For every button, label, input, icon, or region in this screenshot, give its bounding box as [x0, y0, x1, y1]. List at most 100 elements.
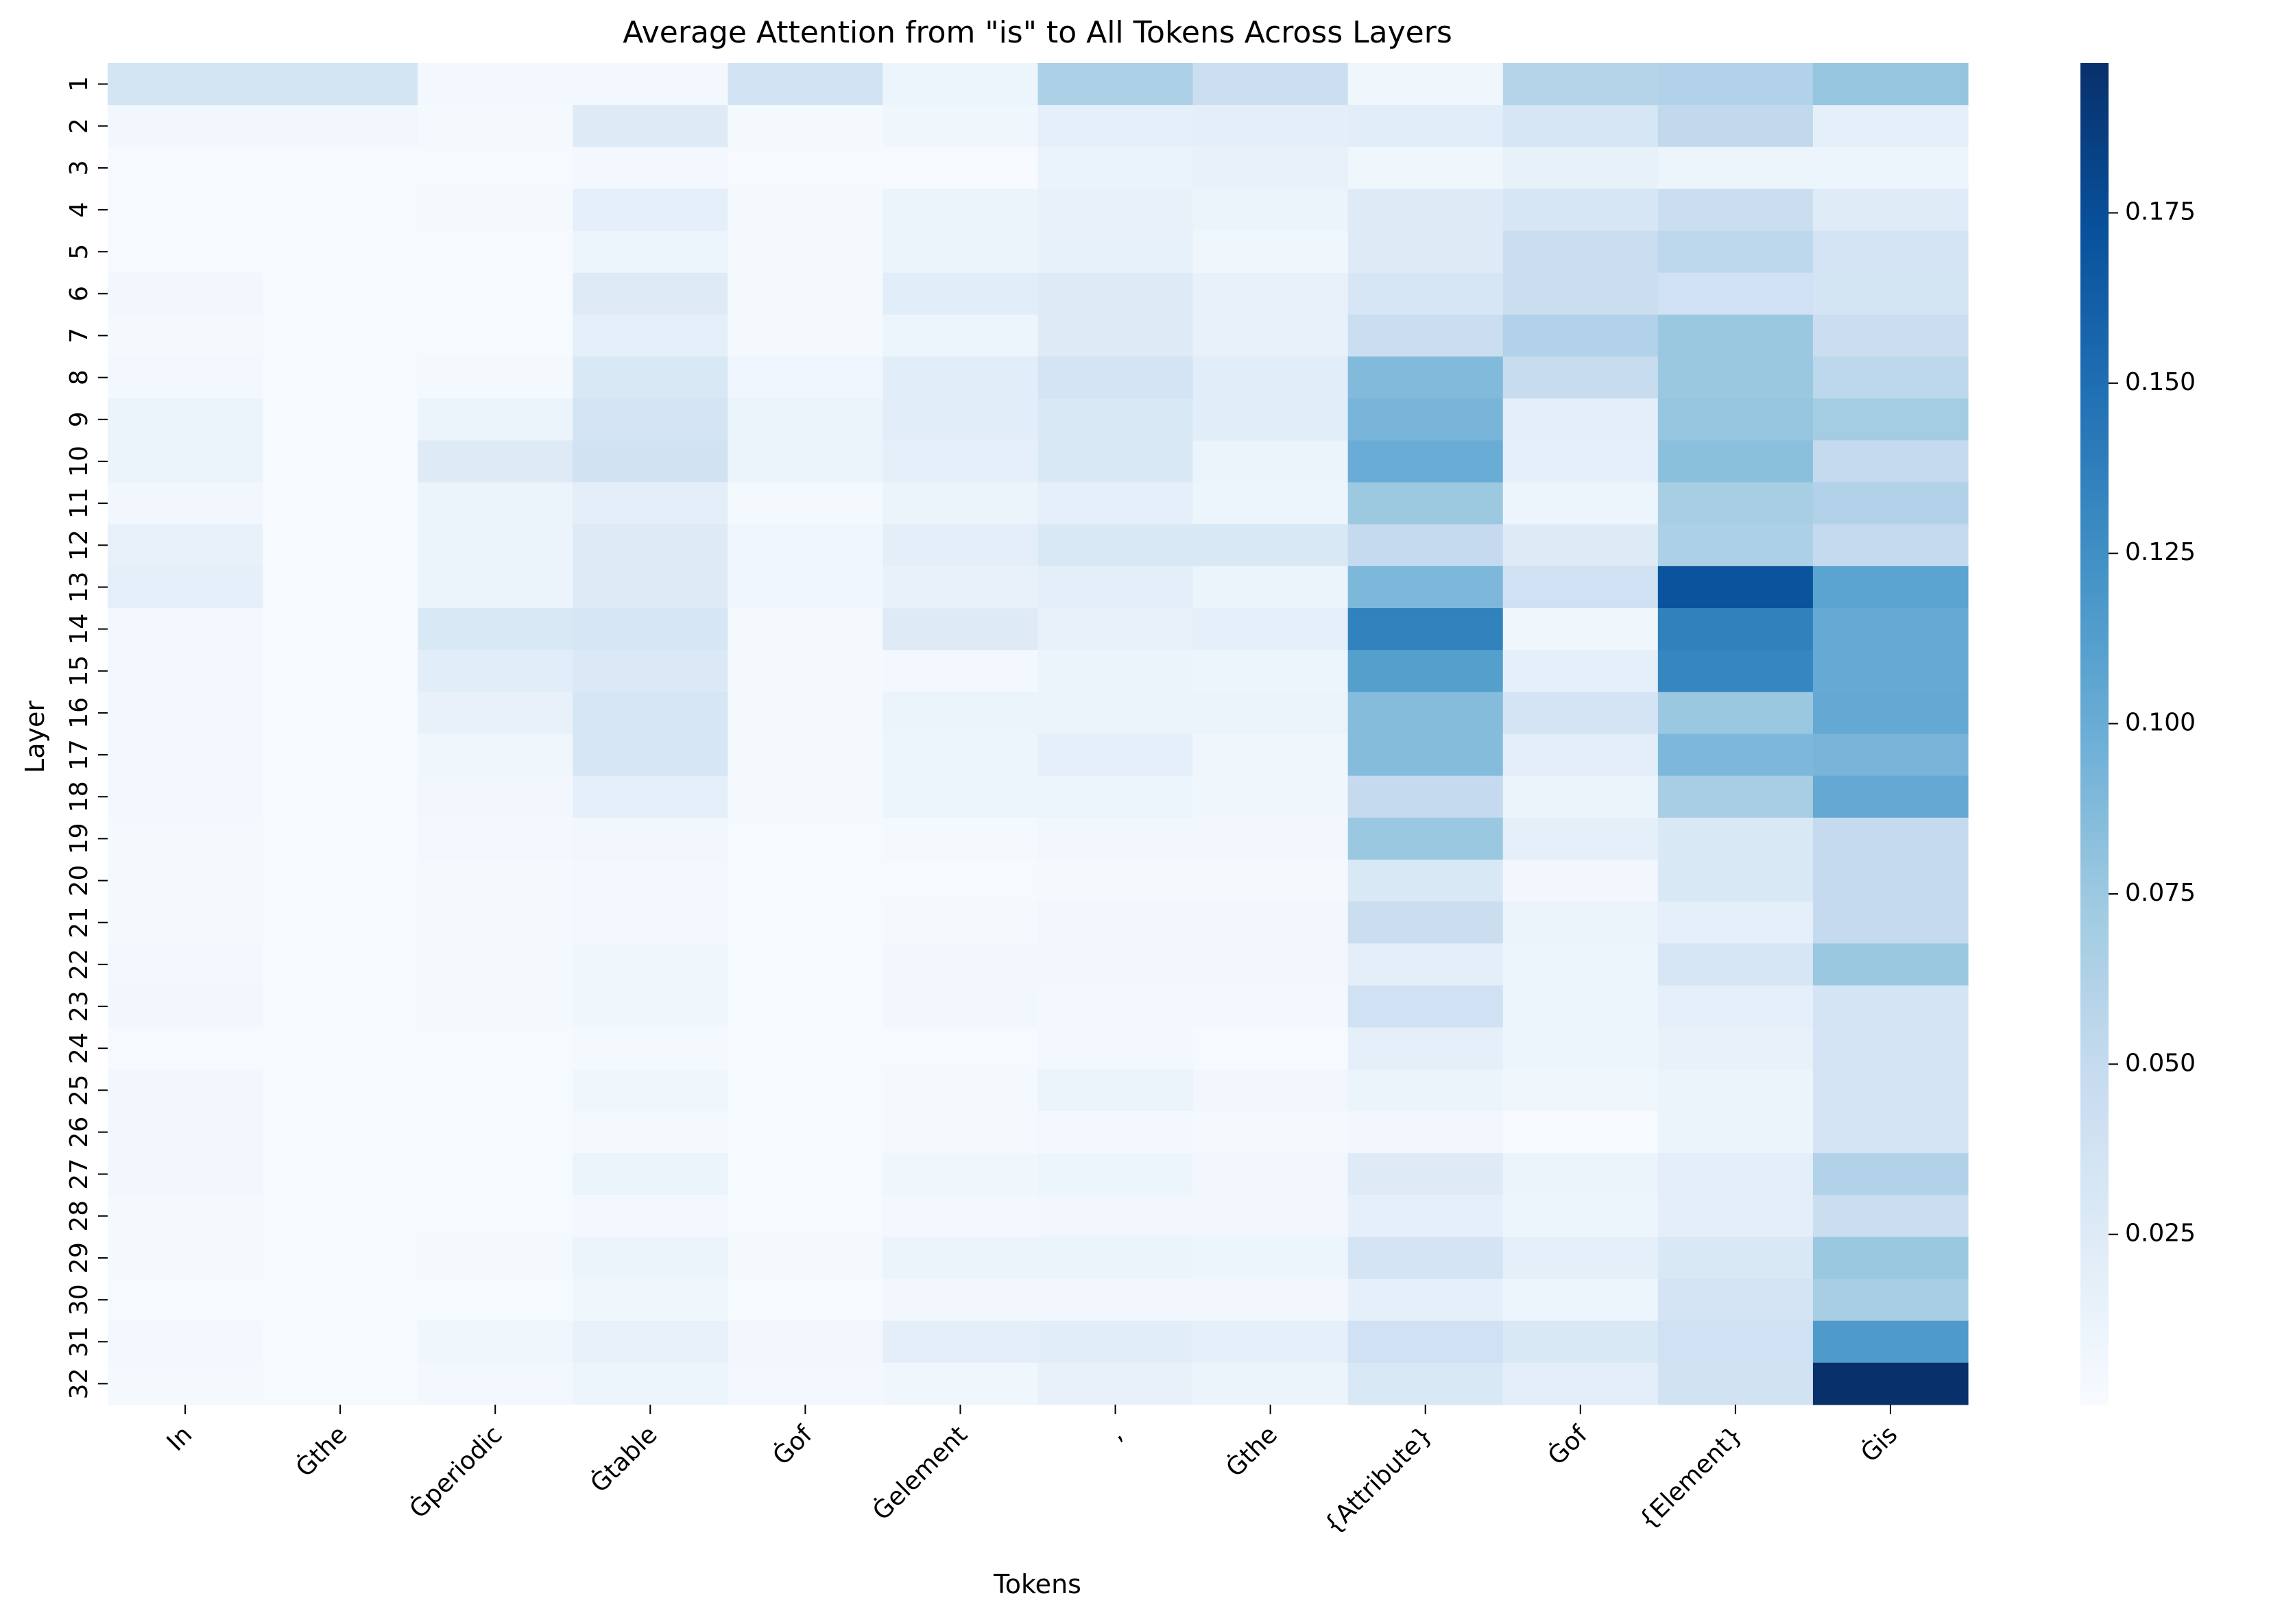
heatmap-cell: [1192, 566, 1349, 609]
heatmap-cell: [1812, 566, 1969, 609]
heatmap-cell: [418, 1111, 573, 1154]
heatmap-cell: [1657, 1069, 1814, 1112]
y-tick-label: 31: [65, 1326, 93, 1357]
colorbar-gradient: [2080, 63, 2109, 1405]
heatmap-cell: [1192, 272, 1349, 315]
heatmap-cell: [108, 1195, 263, 1237]
heatmap-cell: [1347, 356, 1504, 399]
y-tick-label: 29: [65, 1242, 93, 1274]
heatmap-cell: [1037, 692, 1194, 735]
heatmap-cell: [728, 692, 884, 735]
heatmap-cell: [1347, 440, 1504, 483]
heatmap-cell: [1192, 524, 1349, 567]
heatmap-cell: [1037, 440, 1194, 483]
x-axis: In Ġthe Ġperiodic Ġtable Ġof Ġelement, Ġthe {At…: [162, 1405, 1903, 1540]
heatmap-cell: [728, 859, 884, 902]
y-tick-label: 13: [65, 572, 93, 603]
heatmap-cell: [883, 985, 1039, 1028]
heatmap-cell: [573, 147, 728, 190]
heatmap-cell: [1657, 943, 1814, 986]
y-axis: 1234567891011121314151617181920212223242…: [65, 76, 108, 1399]
heatmap-cell: [1192, 230, 1349, 274]
heatmap-cell: [1192, 147, 1349, 190]
heatmap-cell: [1037, 1153, 1194, 1196]
heatmap-cell: [108, 1362, 263, 1405]
y-tick-label: 3: [65, 160, 93, 175]
heatmap-cell: [1502, 901, 1659, 944]
y-tick-label: 24: [65, 1032, 93, 1064]
heatmap-cell: [108, 63, 263, 106]
heatmap-cell: [573, 1362, 728, 1405]
heatmap-cell: [1657, 817, 1814, 860]
heatmap-cell: [728, 1111, 884, 1154]
heatmap-cell: [728, 650, 884, 692]
heatmap-cell: [263, 63, 418, 106]
heatmap-cell: [573, 1111, 728, 1154]
heatmap-cell: [1347, 1195, 1504, 1237]
heatmap-cell: [573, 1237, 728, 1280]
heatmap-cell: [1502, 147, 1659, 190]
heatmap-cell: [108, 1153, 263, 1196]
heatmap-cell: [108, 943, 263, 986]
heatmap-cell: [108, 440, 263, 483]
heatmap-cell: [263, 650, 418, 692]
heatmap-cell: [1347, 1278, 1504, 1322]
heatmap-cell: [108, 608, 263, 651]
heatmap-cell: [1812, 230, 1969, 274]
colorbar-tick-label: 0.150: [2125, 368, 2196, 396]
heatmap-cell: [1037, 1069, 1194, 1112]
heatmap-cell: [728, 901, 884, 944]
x-tick-label: ,: [1103, 1420, 1128, 1446]
heatmap-cell: [1037, 734, 1194, 777]
heatmap-cell: [1037, 230, 1194, 274]
heatmap-cell: [1347, 63, 1504, 106]
heatmap-cell: [1192, 1069, 1349, 1112]
heatmap-cell: [1347, 314, 1504, 357]
heatmap-cell: [1192, 943, 1349, 986]
heatmap-cell: [1502, 608, 1659, 651]
heatmap-cell: [108, 356, 263, 399]
heatmap-cell: [728, 1195, 884, 1237]
heatmap-cell: [1037, 1237, 1194, 1280]
heatmap-cell: [1812, 1320, 1969, 1364]
heatmap-cell: [883, 650, 1039, 692]
heatmap-cell: [263, 859, 418, 902]
heatmap-cell: [1812, 650, 1969, 692]
heatmap-cell: [1037, 1320, 1194, 1364]
heatmap-cell: [1037, 901, 1194, 944]
heatmap-cell: [1502, 524, 1659, 567]
heatmap-cell: [1192, 692, 1349, 735]
heatmap-cell: [1812, 943, 1969, 986]
y-tick-label: 17: [65, 739, 93, 771]
heatmap-cell: [1657, 398, 1814, 441]
heatmap-cell: [108, 1069, 263, 1112]
heatmap-cell: [883, 859, 1039, 902]
heatmap-cell: [1657, 692, 1814, 735]
heatmap-cell: [883, 440, 1039, 483]
heatmap-cell: [883, 1069, 1039, 1112]
heatmap-cell: [1812, 314, 1969, 357]
heatmap-cell: [1812, 482, 1969, 525]
heatmap-cell: [728, 943, 884, 986]
heatmap-cell: [108, 1027, 263, 1070]
heatmap-cell: [263, 1153, 418, 1196]
heatmap-cell: [418, 608, 573, 651]
heatmap-cell: [1502, 105, 1659, 147]
heatmap-cell: [573, 398, 728, 441]
heatmap-cell: [1657, 63, 1814, 106]
heatmap-cell: [1347, 985, 1504, 1028]
y-tick-label: 19: [65, 823, 93, 854]
heatmap-cell: [1502, 943, 1659, 986]
heatmap-cell: [883, 482, 1039, 525]
heatmap-cell: [1347, 482, 1504, 525]
heatmap-cell: [1812, 1278, 1969, 1322]
heatmap-cell: [1037, 147, 1194, 190]
heatmap-cell: [418, 314, 573, 357]
heatmap-cell: [108, 650, 263, 692]
heatmap-cell: [1657, 775, 1814, 819]
heatmap-cell: [263, 775, 418, 819]
y-tick-label: 28: [65, 1200, 93, 1232]
heatmap-cell: [418, 1362, 573, 1405]
heatmap-cell: [1037, 1278, 1194, 1322]
